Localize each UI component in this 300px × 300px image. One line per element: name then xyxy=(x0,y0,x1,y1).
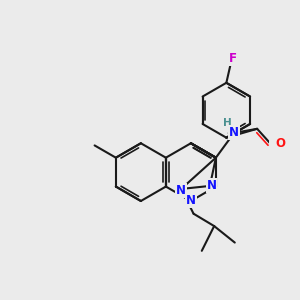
Text: H: H xyxy=(223,118,232,128)
Text: N: N xyxy=(206,179,217,192)
Text: N: N xyxy=(176,184,186,197)
Text: N: N xyxy=(229,126,239,140)
Text: N: N xyxy=(186,194,196,208)
Text: F: F xyxy=(229,52,237,64)
Text: N: N xyxy=(176,184,186,197)
Text: O: O xyxy=(275,137,285,150)
Text: N: N xyxy=(206,179,217,192)
Text: N: N xyxy=(186,194,196,208)
